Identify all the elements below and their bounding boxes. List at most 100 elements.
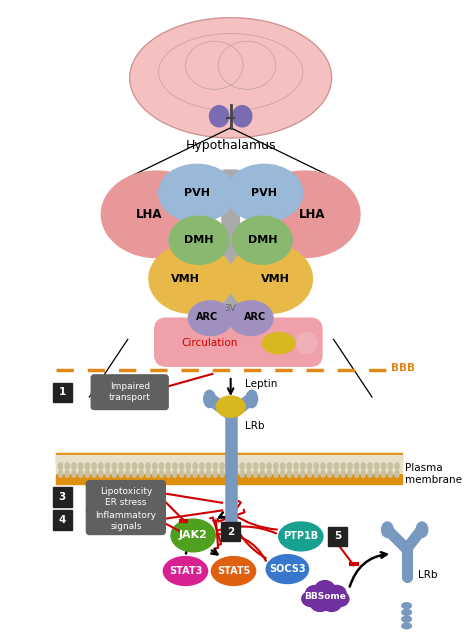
Ellipse shape — [186, 463, 191, 469]
Text: Lipotoxicity
ER stress: Lipotoxicity ER stress — [100, 487, 152, 507]
Ellipse shape — [382, 463, 386, 469]
Ellipse shape — [126, 471, 130, 477]
Ellipse shape — [132, 471, 137, 477]
Ellipse shape — [188, 301, 233, 336]
FancyBboxPatch shape — [86, 507, 165, 535]
Ellipse shape — [92, 463, 96, 469]
Ellipse shape — [65, 471, 69, 477]
Ellipse shape — [153, 471, 157, 477]
Ellipse shape — [296, 332, 317, 354]
Ellipse shape — [166, 463, 170, 469]
Ellipse shape — [85, 471, 90, 477]
Text: Hypothalamus: Hypothalamus — [185, 138, 276, 151]
Ellipse shape — [200, 463, 204, 469]
Ellipse shape — [119, 471, 123, 477]
Ellipse shape — [146, 463, 150, 469]
Ellipse shape — [79, 463, 83, 469]
Ellipse shape — [395, 471, 399, 477]
FancyBboxPatch shape — [53, 383, 72, 402]
Ellipse shape — [233, 216, 292, 264]
Ellipse shape — [101, 171, 212, 258]
Ellipse shape — [402, 616, 411, 622]
Ellipse shape — [388, 463, 392, 469]
FancyBboxPatch shape — [221, 522, 240, 541]
Ellipse shape — [322, 596, 341, 611]
Ellipse shape — [247, 463, 251, 469]
Ellipse shape — [99, 471, 103, 477]
Text: LHA: LHA — [299, 208, 326, 221]
Ellipse shape — [240, 463, 245, 469]
Ellipse shape — [72, 463, 76, 469]
Ellipse shape — [260, 463, 264, 469]
Ellipse shape — [334, 471, 338, 477]
Ellipse shape — [328, 471, 332, 477]
Ellipse shape — [85, 463, 90, 469]
Ellipse shape — [294, 471, 298, 477]
FancyBboxPatch shape — [53, 511, 72, 529]
Ellipse shape — [267, 463, 271, 469]
Text: PVH: PVH — [184, 188, 210, 198]
Ellipse shape — [402, 623, 411, 629]
Ellipse shape — [105, 463, 110, 469]
Text: ARC: ARC — [195, 312, 218, 322]
Ellipse shape — [263, 332, 295, 354]
Text: DMH: DMH — [184, 235, 214, 245]
Text: 2: 2 — [227, 527, 234, 536]
Ellipse shape — [206, 463, 211, 469]
Ellipse shape — [149, 244, 234, 314]
Ellipse shape — [220, 471, 224, 477]
Ellipse shape — [416, 522, 428, 537]
Bar — [55, 455, 402, 472]
Ellipse shape — [206, 471, 211, 477]
Ellipse shape — [355, 463, 359, 469]
Text: SOCS3: SOCS3 — [269, 564, 306, 574]
Ellipse shape — [348, 471, 352, 477]
Ellipse shape — [158, 164, 236, 222]
Ellipse shape — [368, 463, 372, 469]
FancyBboxPatch shape — [328, 527, 347, 546]
Ellipse shape — [315, 581, 335, 596]
Ellipse shape — [249, 171, 360, 258]
Text: PVH: PVH — [251, 188, 277, 198]
Ellipse shape — [105, 471, 110, 477]
FancyBboxPatch shape — [91, 375, 168, 410]
Ellipse shape — [173, 471, 177, 477]
Ellipse shape — [361, 463, 365, 469]
Ellipse shape — [139, 471, 144, 477]
Ellipse shape — [317, 589, 337, 605]
Ellipse shape — [260, 471, 264, 477]
Ellipse shape — [301, 471, 305, 477]
Ellipse shape — [130, 17, 332, 138]
Ellipse shape — [229, 301, 273, 336]
Ellipse shape — [213, 471, 218, 477]
Ellipse shape — [200, 471, 204, 477]
Text: 3V: 3V — [225, 304, 237, 313]
Ellipse shape — [153, 463, 157, 469]
Ellipse shape — [240, 471, 245, 477]
Ellipse shape — [254, 463, 258, 469]
Ellipse shape — [186, 471, 191, 477]
Ellipse shape — [273, 463, 278, 469]
Ellipse shape — [233, 463, 237, 469]
Ellipse shape — [307, 471, 312, 477]
Text: 5: 5 — [334, 531, 341, 542]
Ellipse shape — [166, 471, 170, 477]
Ellipse shape — [220, 463, 224, 469]
Ellipse shape — [267, 471, 271, 477]
Ellipse shape — [328, 463, 332, 469]
Ellipse shape — [310, 596, 330, 611]
Ellipse shape — [368, 471, 372, 477]
Ellipse shape — [173, 463, 177, 469]
Ellipse shape — [164, 556, 208, 585]
Ellipse shape — [159, 463, 164, 469]
Ellipse shape — [92, 471, 96, 477]
Ellipse shape — [233, 471, 237, 477]
Text: STAT5: STAT5 — [217, 566, 250, 576]
Ellipse shape — [330, 591, 349, 607]
Text: DMH: DMH — [247, 235, 277, 245]
Text: ARC: ARC — [244, 312, 266, 322]
Ellipse shape — [281, 471, 285, 477]
Ellipse shape — [302, 591, 321, 607]
Ellipse shape — [361, 471, 365, 477]
Ellipse shape — [279, 522, 323, 551]
